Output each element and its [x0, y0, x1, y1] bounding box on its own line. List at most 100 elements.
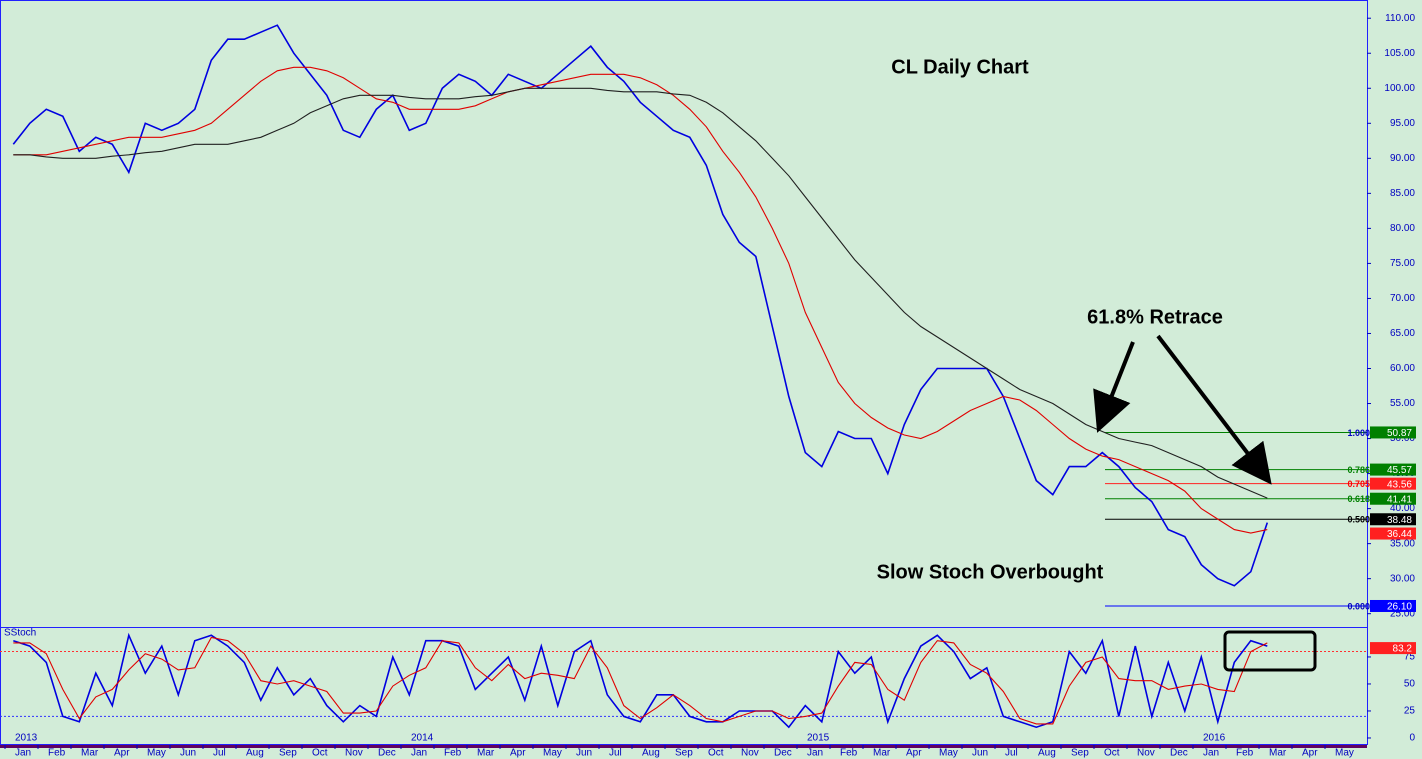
x-tick-label: Mar	[477, 748, 495, 759]
x-tick-label: Sep	[279, 748, 297, 759]
level-tag	[1370, 513, 1416, 526]
value-tag	[1370, 527, 1416, 540]
x-tick-label: May	[147, 748, 166, 759]
panel-label: SStoch	[4, 628, 36, 639]
x-tick-label: Nov	[1137, 748, 1155, 759]
x-tick-label: Jun	[180, 748, 196, 759]
x-tick-label: Jan	[807, 748, 823, 759]
x-tick-label: Feb	[444, 748, 462, 759]
series-line	[13, 636, 1268, 725]
x-tick-label: Jul	[1005, 748, 1018, 759]
level-ratio: 0.786	[1347, 465, 1370, 475]
x-tick-label: Jul	[213, 748, 226, 759]
y-tick-label: 30.00	[1390, 573, 1415, 584]
x-tick-label: Apr	[906, 748, 922, 759]
y-tick-label: 25.00	[1390, 608, 1415, 619]
series-line	[13, 632, 1268, 729]
y-tick-label: 95.00	[1390, 118, 1415, 129]
year-label: 2014	[411, 733, 434, 744]
series-line	[13, 66, 1268, 534]
year-label: 2015	[807, 733, 830, 744]
x-tick-label: Jan	[411, 748, 427, 759]
stoch-frame	[0, 627, 1368, 745]
level-tag	[1370, 599, 1416, 612]
x-tick-label: Feb	[840, 748, 858, 759]
level-tag	[1370, 492, 1416, 505]
x-tick-label: Nov	[345, 748, 363, 759]
level-ratio: 0.500	[1347, 515, 1370, 525]
y-tick-label: 35.00	[1390, 538, 1415, 549]
value-tag-label: 83.2	[1393, 644, 1413, 655]
y-tick-label: 50	[1404, 679, 1416, 690]
level-ratio: 0.705	[1347, 479, 1370, 489]
y-tick-label: 0	[1409, 733, 1415, 744]
x-tick-label: Sep	[675, 748, 693, 759]
y-tick-label: 25	[1404, 706, 1416, 717]
y-tick-label: 75	[1404, 652, 1416, 663]
x-tick-label: May	[939, 748, 958, 759]
level-tag	[1370, 477, 1416, 490]
x-tick-label: Feb	[48, 748, 66, 759]
level-tag-label: 45.57	[1387, 465, 1412, 476]
level-ratio: 0.000	[1347, 601, 1370, 611]
x-tick-label: Sep	[1071, 748, 1089, 759]
x-tick-label: Dec	[1170, 748, 1188, 759]
level-tag-label: 26.10	[1387, 602, 1412, 613]
annotation: Slow Stoch Overbought	[877, 561, 1104, 583]
x-tick-label: Apr	[510, 748, 526, 759]
y-tick-label: 90.00	[1390, 153, 1415, 164]
series-line	[13, 87, 1268, 499]
x-tick-label: Jun	[576, 748, 592, 759]
chart-title: CL Daily Chart	[891, 56, 1029, 78]
x-tick-label: Oct	[1104, 748, 1120, 759]
level-tag	[1370, 463, 1416, 476]
y-tick-label: 110.00	[1385, 13, 1415, 24]
x-tick-label: Jan	[1203, 748, 1219, 759]
x-tick-label: Apr	[1302, 748, 1318, 759]
year-label: 2013	[15, 733, 38, 744]
x-tick-label: May	[1335, 748, 1354, 759]
x-tick-label: Feb	[1236, 748, 1254, 759]
series-line	[12, 24, 1269, 587]
value-tag-label: 36.44	[1387, 529, 1412, 540]
y-tick-label: 50.00	[1390, 433, 1415, 444]
level-tag-label: 43.56	[1387, 479, 1412, 490]
x-tick-label: Mar	[1269, 748, 1287, 759]
highlight-box	[1223, 630, 1317, 672]
level-tag	[1370, 426, 1416, 439]
x-tick-label: Nov	[741, 748, 759, 759]
y-tick-label: 85.00	[1390, 188, 1415, 199]
date-strip	[0, 745, 1367, 748]
y-tick-label: 100.00	[1384, 83, 1415, 94]
annotation: 61.8% Retrace	[1087, 306, 1223, 328]
x-tick-label: Apr	[114, 748, 130, 759]
y-tick-label: 70.00	[1390, 293, 1415, 304]
x-tick-label: Mar	[873, 748, 891, 759]
level-tag-label: 50.87	[1387, 428, 1412, 439]
y-tick-label: 60.00	[1390, 363, 1415, 374]
x-tick-label: Aug	[1038, 748, 1056, 759]
y-tick-label: 40.00	[1390, 503, 1415, 514]
level-ratio: 1.000	[1347, 428, 1370, 438]
level-tag-label: 41.41	[1387, 494, 1412, 505]
x-tick-label: Oct	[708, 748, 724, 759]
y-tick-label: 55.00	[1390, 398, 1415, 409]
annotation-arrow	[1093, 341, 1135, 433]
y-tick-label: 80.00	[1390, 223, 1415, 234]
y-tick-label: 75.00	[1390, 258, 1415, 269]
value-tag	[1370, 642, 1416, 655]
x-tick-label: Oct	[312, 748, 328, 759]
x-tick-label: Aug	[642, 748, 660, 759]
x-tick-label: Jan	[15, 748, 31, 759]
x-tick-label: Aug	[246, 748, 264, 759]
x-tick-label: May	[543, 748, 562, 759]
x-tick-label: Mar	[81, 748, 99, 759]
x-tick-label: Dec	[378, 748, 396, 759]
x-tick-label: Jun	[972, 748, 988, 759]
annotation-arrow	[1156, 334, 1272, 485]
level-ratio: 0.618	[1347, 494, 1370, 504]
level-tag-label: 38.48	[1387, 515, 1412, 526]
